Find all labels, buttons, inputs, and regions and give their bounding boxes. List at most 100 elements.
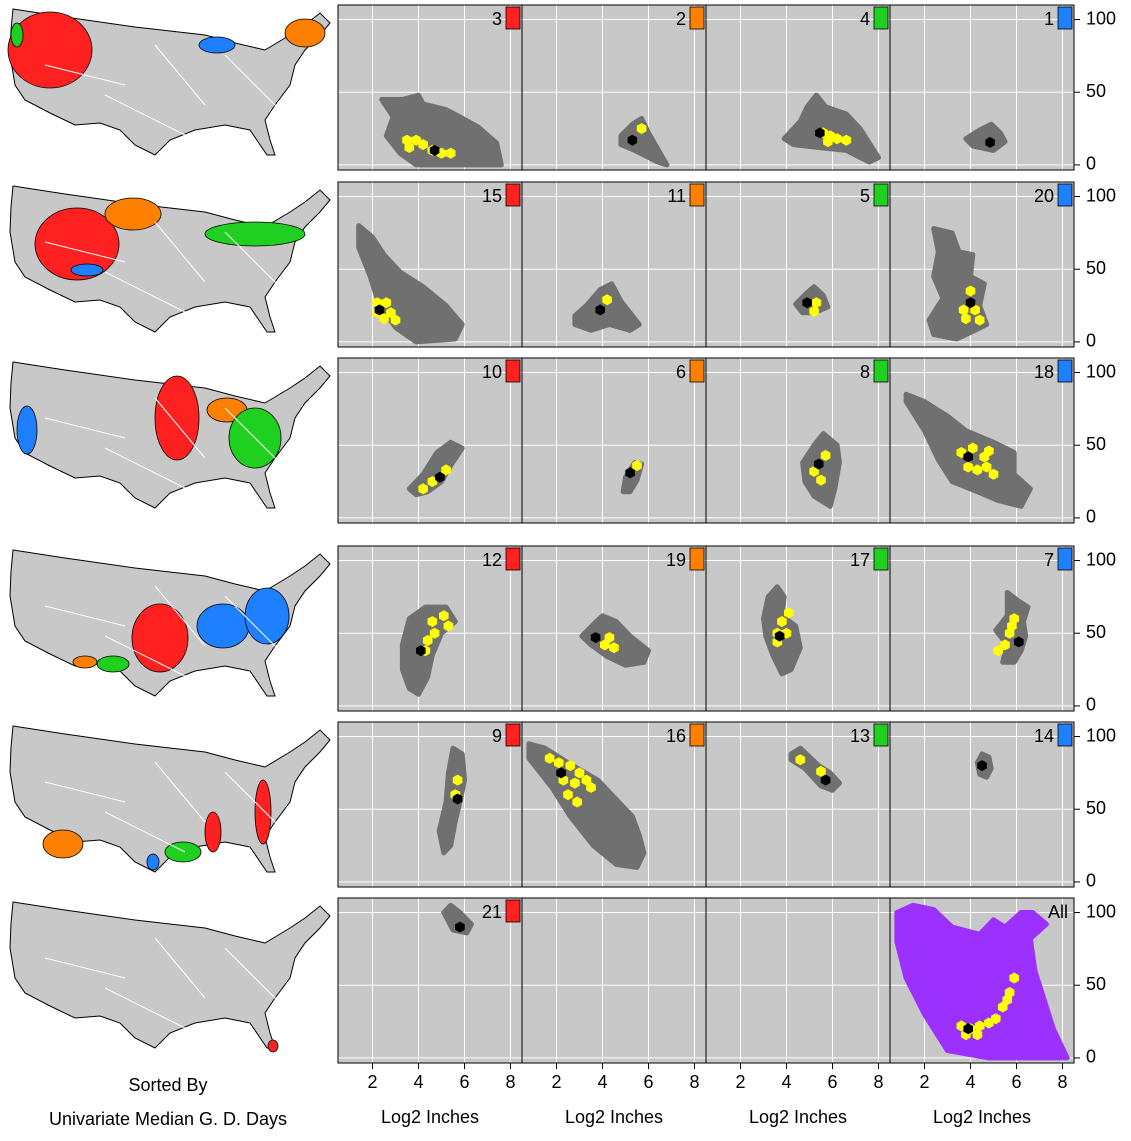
map-region: [205, 812, 221, 852]
panel-label: 17: [850, 550, 870, 570]
y-tick-label: 50: [1086, 974, 1106, 994]
panel-background: [338, 898, 522, 1063]
panel-label: 11: [667, 186, 686, 206]
y-tick-label: 100: [1086, 901, 1116, 921]
panel-label: 13: [850, 726, 870, 746]
x-axis-label: Log2 Inches: [933, 1107, 1031, 1127]
y-tick-label: 0: [1086, 871, 1096, 891]
y-tick-label: 0: [1086, 507, 1096, 527]
panel-label: 7: [1044, 550, 1054, 570]
label-box: [1058, 724, 1072, 746]
x-tick-label: 8: [505, 1072, 515, 1092]
panel-label: 20: [1034, 186, 1054, 206]
panel-background: [890, 546, 1074, 711]
y-tick-label: 0: [1086, 695, 1096, 715]
panel-label: 9: [492, 726, 502, 746]
panel-label: 14: [1034, 726, 1054, 746]
map-region: [155, 376, 199, 460]
map-region: [268, 1040, 278, 1052]
sort-variable: Univariate Median G. D. Days: [49, 1109, 287, 1129]
map-region: [245, 588, 289, 644]
y-tick-label: 50: [1086, 434, 1106, 454]
map-region: [132, 604, 188, 672]
x-tick-label: 6: [459, 1072, 469, 1092]
y-tick-label: 50: [1086, 81, 1106, 101]
map-region: [73, 656, 97, 668]
panel-label: 2: [676, 9, 686, 29]
panel-background: [522, 5, 706, 170]
sorted-by: Sorted By: [128, 1075, 207, 1095]
label-box: [1058, 7, 1072, 29]
x-tick-label: 6: [1011, 1072, 1021, 1092]
y-tick-label: 50: [1086, 622, 1106, 642]
y-tick-label: 100: [1086, 185, 1116, 205]
x-tick-label: 4: [965, 1072, 975, 1092]
label-box: [690, 360, 704, 382]
label-box: [506, 184, 520, 206]
panel-background: [706, 898, 890, 1063]
label-box: [506, 548, 520, 570]
y-tick-label: 50: [1086, 798, 1106, 818]
label-box: [874, 184, 888, 206]
panel-label: 21: [482, 902, 502, 922]
panel-label: 18: [1034, 362, 1054, 382]
label-box: [506, 360, 520, 382]
panel-background: [890, 722, 1074, 887]
map-region: [147, 854, 159, 870]
x-axis-label: Log2 Inches: [749, 1107, 847, 1127]
map-region: [255, 780, 271, 844]
y-tick-label: 100: [1086, 549, 1116, 569]
label-box: [690, 548, 704, 570]
map-region: [43, 830, 83, 858]
panel-label: 12: [482, 550, 502, 570]
label-box: [1058, 548, 1072, 570]
panel-background: [522, 898, 706, 1063]
y-tick-label: 0: [1086, 1047, 1096, 1067]
label-box: [506, 7, 520, 29]
label-box: [506, 900, 520, 922]
map-region: [285, 19, 325, 47]
panel-background: [706, 358, 890, 523]
panel-background: [338, 722, 522, 887]
panel-label: All: [1048, 902, 1068, 922]
label-box: [690, 7, 704, 29]
x-tick-label: 2: [551, 1072, 561, 1092]
y-tick-label: 100: [1086, 725, 1116, 745]
x-axis-label: Log2 Inches: [381, 1107, 479, 1127]
label-box: [1058, 184, 1072, 206]
map-region: [105, 198, 161, 230]
x-axis-label: Log2 Inches: [565, 1107, 663, 1127]
panel-label: 16: [666, 726, 686, 746]
label-box: [874, 548, 888, 570]
x-tick-label: 4: [781, 1072, 791, 1092]
x-tick-label: 6: [827, 1072, 837, 1092]
y-tick-label: 50: [1086, 258, 1106, 278]
x-tick-label: 4: [413, 1072, 423, 1092]
panel-label: 3: [492, 9, 502, 29]
x-tick-label: 2: [919, 1072, 929, 1092]
panel-label: 5: [860, 186, 870, 206]
map-region: [17, 406, 37, 454]
label-box: [874, 360, 888, 382]
panel-background: [522, 358, 706, 523]
x-tick-label: 8: [1057, 1072, 1067, 1092]
panel-background: [338, 358, 522, 523]
map-region: [199, 37, 235, 53]
map-region: [8, 12, 92, 88]
y-tick-label: 100: [1086, 8, 1116, 28]
y-tick-label: 0: [1086, 331, 1096, 351]
x-tick-label: 2: [735, 1072, 745, 1092]
map-region: [97, 656, 129, 672]
panel-label: 8: [860, 362, 870, 382]
panel-label: 1: [1044, 9, 1054, 29]
x-tick-label: 4: [597, 1072, 607, 1092]
label-box: [874, 724, 888, 746]
us-map: [10, 902, 330, 1048]
y-tick-label: 100: [1086, 361, 1116, 381]
label-box: [506, 724, 520, 746]
x-tick-label: 8: [689, 1072, 699, 1092]
x-tick-label: 6: [643, 1072, 653, 1092]
panel-label: 15: [482, 186, 502, 206]
panel-label: 4: [860, 9, 870, 29]
label-box: [690, 184, 704, 206]
